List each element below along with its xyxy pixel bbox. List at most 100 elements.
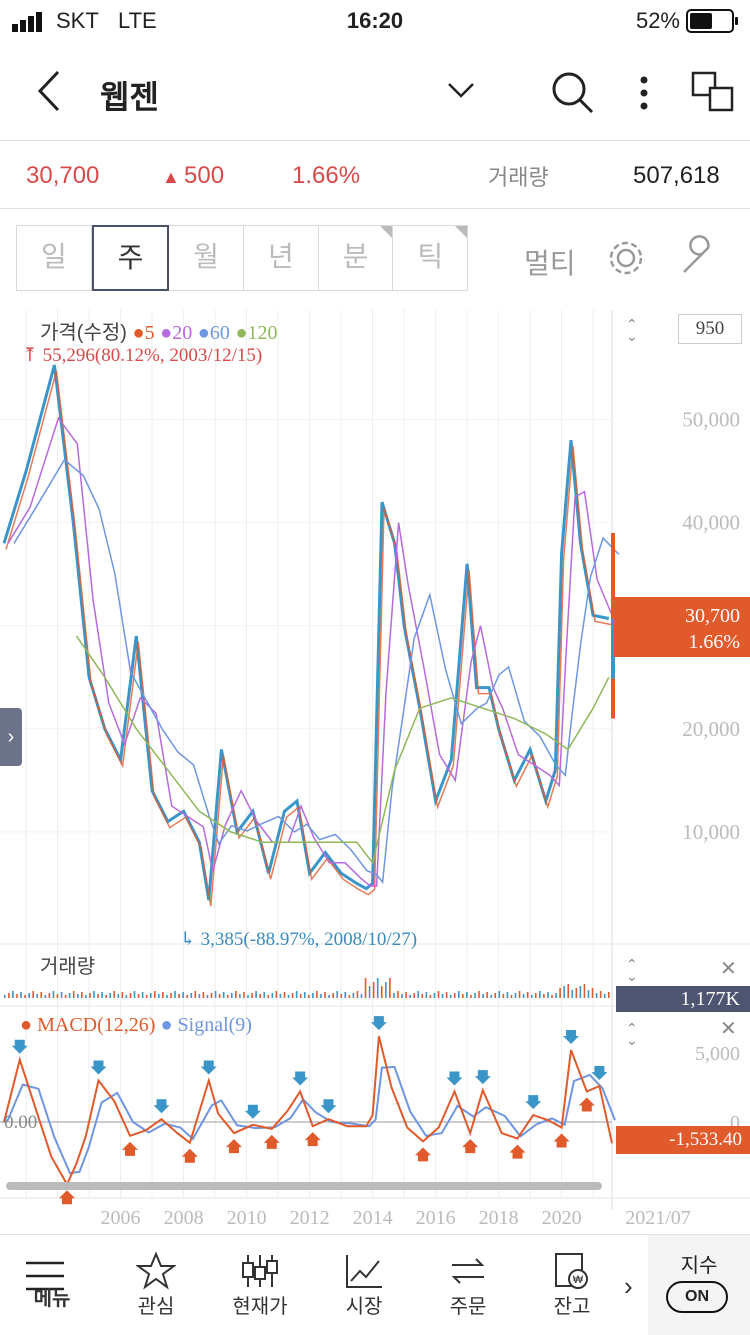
x-tick-label: 2006 xyxy=(101,1207,141,1229)
sell-arrow-icon xyxy=(11,1039,28,1054)
macd-legend: ● MACD(12,26) ● Signal(9) xyxy=(20,1014,252,1036)
volume-bar xyxy=(575,988,578,998)
volume-bar xyxy=(81,992,83,998)
volume-bar xyxy=(340,994,343,998)
nav-next-icon[interactable]: › xyxy=(624,1271,633,1301)
buy-arrow-icon xyxy=(578,1097,595,1112)
index-toggle[interactable]: 지수 ON xyxy=(648,1235,750,1335)
change-percent: 1.66% xyxy=(292,162,361,189)
candlestick-icon xyxy=(242,1255,278,1287)
tab-year[interactable]: 년 xyxy=(244,226,319,290)
buy-arrow-icon xyxy=(122,1141,139,1156)
volume-bar xyxy=(271,993,274,998)
sell-arrow-icon xyxy=(320,1099,337,1114)
volume-bar xyxy=(376,978,379,998)
nav-order[interactable]: 주문 xyxy=(416,1235,520,1335)
volume-bar xyxy=(93,991,95,998)
volume-close-icon[interactable]: ✕ xyxy=(720,958,737,980)
volume-bar xyxy=(182,992,184,998)
volume-bar xyxy=(490,995,492,998)
nav-watchlist[interactable]: 관심 xyxy=(104,1235,208,1335)
volume-bar xyxy=(210,993,213,998)
chevron-down-icon[interactable] xyxy=(446,80,476,100)
gear-icon[interactable] xyxy=(604,236,648,280)
nav-market[interactable]: 시장 xyxy=(312,1235,416,1335)
multi-button[interactable]: 멀티 xyxy=(524,248,576,279)
low-annotation: ↳ 3,385(-88.97%, 2008/10/27) xyxy=(180,929,418,950)
volume-label: 거래량 xyxy=(488,165,549,190)
app-header: 웹젠 xyxy=(0,42,750,141)
legend-ma60: 60 xyxy=(209,322,230,344)
back-icon[interactable] xyxy=(34,68,64,114)
volume-bar xyxy=(4,995,6,998)
volume-bar xyxy=(482,994,484,998)
volume-bar xyxy=(287,995,290,998)
tab-minute[interactable]: 분 xyxy=(319,226,394,290)
volume-bar xyxy=(198,994,201,998)
volume-bar xyxy=(206,995,209,998)
chart-area[interactable]: 50,00040,00030,00020,00010,0002006200820… xyxy=(0,310,750,1232)
volume-bar xyxy=(101,992,103,998)
volume-bar xyxy=(72,991,75,998)
volume-bar xyxy=(502,994,505,998)
volume-bar xyxy=(162,992,164,998)
volume-bar xyxy=(555,993,557,998)
count-box[interactable]: 950 xyxy=(678,314,742,344)
up-arrow-icon: ▲ xyxy=(162,167,180,187)
volume-bar xyxy=(64,995,67,998)
volume-bar xyxy=(312,993,314,998)
buy-arrow-icon xyxy=(414,1147,431,1162)
macd-expand-icon[interactable]: ⌃ ⌄ xyxy=(626,1020,638,1048)
nav-quote[interactable]: 현재가 xyxy=(208,1235,312,1335)
tab-week[interactable]: 주 xyxy=(91,225,170,291)
volume-bar xyxy=(579,986,582,998)
volume-bar xyxy=(571,990,574,998)
ma20-line xyxy=(7,416,614,887)
on-button[interactable]: ON xyxy=(666,1281,728,1313)
network-type: LTE xyxy=(118,8,157,33)
macd-line xyxy=(3,1035,613,1187)
clock: 16:20 xyxy=(346,8,404,33)
macd-close-icon[interactable]: ✕ xyxy=(720,1018,737,1040)
window-icon[interactable] xyxy=(690,70,738,114)
chart-svg[interactable]: 50,00040,00030,00020,00010,0002006200820… xyxy=(0,310,750,1232)
volume-bar xyxy=(506,992,509,998)
volume-bar xyxy=(518,991,521,998)
tab-month[interactable]: 월 xyxy=(169,226,245,290)
sell-arrow-icon xyxy=(591,1066,608,1080)
volume-bar xyxy=(457,991,460,998)
y-tick-label: 50,000 xyxy=(682,408,740,432)
volume-bar xyxy=(445,992,448,998)
nav-menu[interactable]: 메뉴 xyxy=(0,1235,104,1335)
side-panel-toggle[interactable]: › xyxy=(0,708,22,766)
tab-tick[interactable]: 틱 xyxy=(393,226,467,290)
volume-bar xyxy=(291,993,294,998)
volume-bar xyxy=(348,995,351,998)
search-icon[interactable] xyxy=(550,70,596,116)
buy-arrow-icon xyxy=(462,1139,479,1154)
sell-arrow-icon xyxy=(563,1030,580,1044)
volume-bar xyxy=(393,993,395,998)
expand-icon[interactable]: ⌃ ⌄ xyxy=(626,316,638,344)
chart-scrollbar[interactable] xyxy=(6,1182,602,1190)
y-tick-label: 40,000 xyxy=(682,511,740,535)
macd-last-tag: -1,533.40 xyxy=(616,1126,750,1154)
sell-arrow-icon xyxy=(200,1060,217,1075)
volume-bar xyxy=(526,992,529,998)
volume-bar xyxy=(486,992,488,998)
x-tick-label: 2014 xyxy=(353,1207,393,1229)
nav-balance[interactable]: ₩ 잔고 xyxy=(520,1235,624,1335)
volume-expand-icon[interactable]: ⌃ ⌄ xyxy=(626,956,638,984)
tab-day[interactable]: 일 xyxy=(17,226,92,290)
price-legend-title: 가격(수정) xyxy=(40,322,127,344)
volume-bar xyxy=(149,993,152,998)
volume-bar xyxy=(413,993,415,998)
wrench-icon[interactable] xyxy=(676,234,722,280)
volume-bar xyxy=(275,991,278,998)
volume-bar xyxy=(409,995,411,998)
more-icon[interactable] xyxy=(636,74,652,114)
volume-bar xyxy=(60,992,63,998)
volume-bar xyxy=(344,992,347,998)
sell-arrow-icon xyxy=(525,1095,542,1110)
stock-title[interactable]: 웹젠 xyxy=(100,79,159,115)
